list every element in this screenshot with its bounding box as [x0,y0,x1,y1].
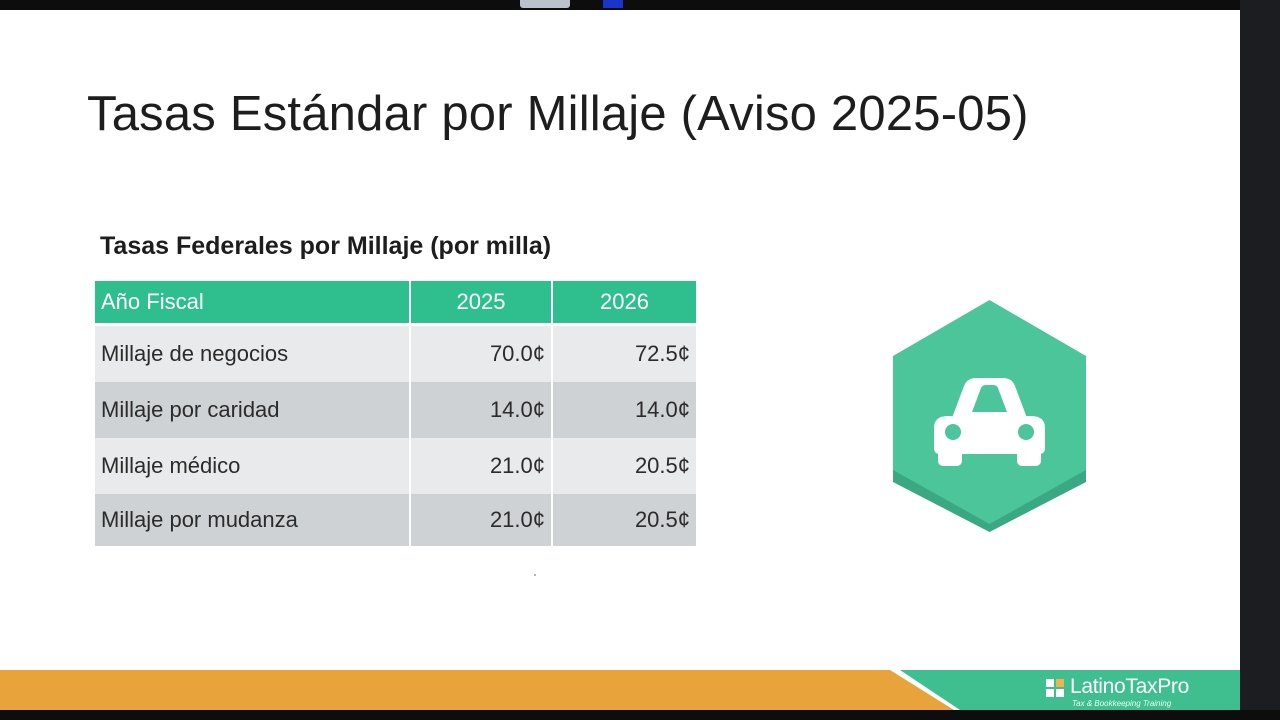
rate-2025: 14.0¢ [411,382,553,438]
rate-2026: 20.5¢ [553,494,696,546]
right-side-panel [1240,0,1280,720]
rate-2026: 14.0¢ [553,382,696,438]
rate-2025: 70.0¢ [411,326,553,382]
table-row: Millaje de negocios 70.0¢ 72.5¢ [95,326,696,382]
table-header-row: Año Fiscal 2025 2026 [95,281,696,326]
header-2026: 2026 [553,281,696,326]
rate-2025: 21.0¢ [411,438,553,494]
brand-tagline: Tax & Bookkeeping Training [1072,699,1172,708]
rate-2026: 72.5¢ [553,326,696,382]
row-label: Millaje médico [95,438,411,494]
brand-name: LatinoTaxPro [1070,675,1189,698]
participant-thumbnail-secondary[interactable] [603,0,623,8]
slide-title: Tasas Estándar por Millaje (Aviso 2025-0… [87,87,1029,141]
presentation-slide: Tasas Estándar por Millaje (Aviso 2025-0… [0,10,1240,710]
rate-2026: 20.5¢ [553,438,696,494]
car-icon [893,300,1086,532]
rate-2025: 21.0¢ [411,494,553,546]
table-row: Millaje por caridad 14.0¢ 14.0¢ [95,382,696,438]
logo-mark-icon [1046,679,1064,697]
stray-dot [534,574,536,576]
footer-green-band [900,670,1240,710]
car-glyph [934,378,1045,466]
row-label: Millaje por caridad [95,382,411,438]
mileage-rates-table: Año Fiscal 2025 2026 Millaje de negocios… [95,281,696,546]
table-row: Millaje por mudanza 21.0¢ 20.5¢ [95,494,696,546]
participant-thumbnail[interactable] [520,0,570,8]
header-fiscal-year: Año Fiscal [95,281,411,326]
row-label: Millaje de negocios [95,326,411,382]
bottom-strip [0,710,1280,720]
top-toolbar-strip [0,0,1280,10]
table-row: Millaje médico 21.0¢ 20.5¢ [95,438,696,494]
table-caption: Tasas Federales por Millaje (por milla) [100,232,552,260]
row-label: Millaje por mudanza [95,494,411,546]
header-2025: 2025 [411,281,553,326]
